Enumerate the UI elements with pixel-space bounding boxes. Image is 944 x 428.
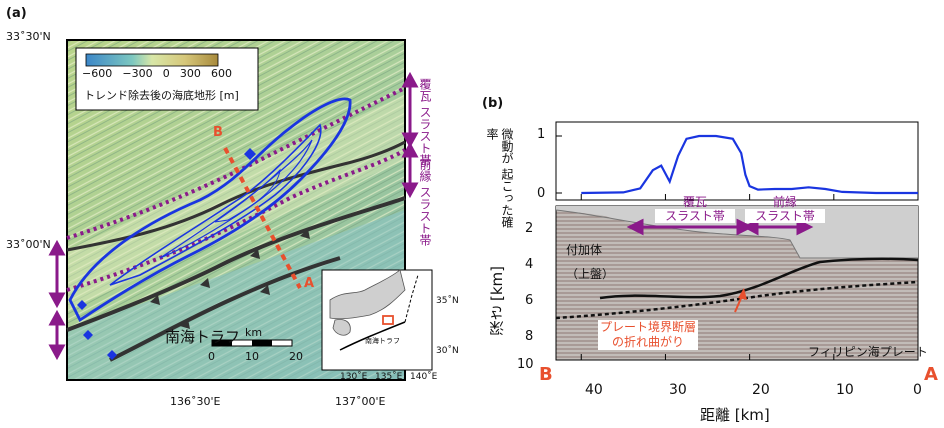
lon-tick-1: 136˚30'E xyxy=(170,395,221,408)
zone-kawara-line2: スラスト帯 xyxy=(418,105,432,166)
scale-tick-20: 20 xyxy=(289,350,303,363)
zone-frontal-label: 前縁 スラスト帯 xyxy=(418,158,432,248)
dist-tick-0: 0 xyxy=(913,382,922,398)
scale-tick-0: 0 xyxy=(208,350,215,363)
end-a-label: A xyxy=(924,364,938,385)
probability-line xyxy=(581,134,918,195)
dist-tick-20: 20 xyxy=(752,382,770,398)
cbar-tick-2: −300 xyxy=(122,67,153,80)
inset-lon-1: 130˚E xyxy=(340,372,368,382)
prob-ylabel-line2: 起こった確率 xyxy=(485,128,514,228)
fault-bend-label: プレート境界断層 の折れ曲がり xyxy=(598,320,699,350)
zone-kawara-line1: 覆瓦 xyxy=(418,78,432,102)
end-b-label: B xyxy=(539,364,553,385)
zone-frontal-line1: 前縁 xyxy=(418,158,432,182)
inset-trough-label: 南海トラフ xyxy=(365,337,400,345)
plate-label: フィリピン海プレート xyxy=(808,345,928,359)
scale-tick-10: 10 xyxy=(245,350,259,363)
inset-lat-2: 30˚N xyxy=(436,346,459,356)
panel-a-label: (a) xyxy=(6,6,27,21)
cbar-tick-4: 300 xyxy=(179,67,201,80)
depth-tick-2: 2 xyxy=(525,221,534,236)
dist-tick-30: 30 xyxy=(669,382,687,398)
scale-ticks: 0 10 20 xyxy=(208,350,303,363)
inset-lon-2: 135˚E xyxy=(375,372,403,382)
dist-tick-10: 10 xyxy=(836,382,854,398)
cbar-tick-3: 0 xyxy=(162,67,170,80)
inset-lon-3: 140˚E xyxy=(410,372,438,382)
profile-end-a: A xyxy=(304,276,315,291)
accretion-label: 付加体 （上盤） xyxy=(566,238,614,286)
depth-tick-6: 6 xyxy=(525,293,534,308)
lat-tick-2: 33˚00'N xyxy=(6,238,51,251)
fault-bend-line1: プレート境界断層 xyxy=(598,320,699,335)
inset-lat-1: 35˚N xyxy=(436,296,459,306)
dist-ticks: 40 30 20 10 0 xyxy=(0,382,944,398)
colorbar-caption: トレンド除去後の海底地形 [m] xyxy=(84,89,239,102)
depth-tick-8: 8 xyxy=(525,329,534,344)
panel-b-label: (b) xyxy=(482,96,504,111)
zone-kawara-b-line1: 覆瓦 xyxy=(682,195,707,209)
prob-ylabel-line1: 微動が xyxy=(500,128,514,164)
cbar-tick-5: 600 xyxy=(211,67,232,80)
depth-tick-4: 4 xyxy=(525,257,534,272)
trough-label: 南海トラフ xyxy=(165,328,241,346)
zone-arrows-a xyxy=(48,71,419,361)
accretion-line2: （上盤） xyxy=(566,267,615,281)
colorbar-ticks: −600 −300 0 300 600 xyxy=(82,67,232,80)
prob-tick-0: 0 xyxy=(537,186,546,201)
prob-tick-1: 1 xyxy=(537,127,546,142)
accretion-line1: 付加体 xyxy=(566,243,603,257)
x-axis-label: 距離 [km] xyxy=(700,406,770,424)
zone-frontal-line2: スラスト帯 xyxy=(418,185,432,246)
zone-frontal-b-line1: 前縁 xyxy=(772,195,797,209)
lon-tick-2: 137˚00'E xyxy=(335,395,386,408)
zone-kawara-label: 覆瓦 スラスト帯 xyxy=(418,78,432,168)
profile-end-b: B xyxy=(213,125,223,140)
relief-map xyxy=(66,39,433,381)
cbar-tick-1: −600 xyxy=(82,67,113,80)
zone-kawara-label-b: 覆瓦 スラスト帯 xyxy=(655,195,735,223)
zone-frontal-label-b: 前縁 スラスト帯 xyxy=(745,195,825,223)
lat-tick-1: 33˚30'N xyxy=(6,30,51,43)
zone-frontal-b-line2: スラスト帯 xyxy=(745,209,825,223)
prob-ylabel: 微動が 起こった確率 xyxy=(484,128,514,228)
scale-unit: km xyxy=(245,326,263,339)
fault-bend-line2: の折れ曲がり xyxy=(598,335,699,350)
dist-tick-40: 40 xyxy=(585,382,603,398)
zone-kawara-b-line2: スラスト帯 xyxy=(655,209,735,223)
depth-tick-10: 10 xyxy=(517,357,534,372)
